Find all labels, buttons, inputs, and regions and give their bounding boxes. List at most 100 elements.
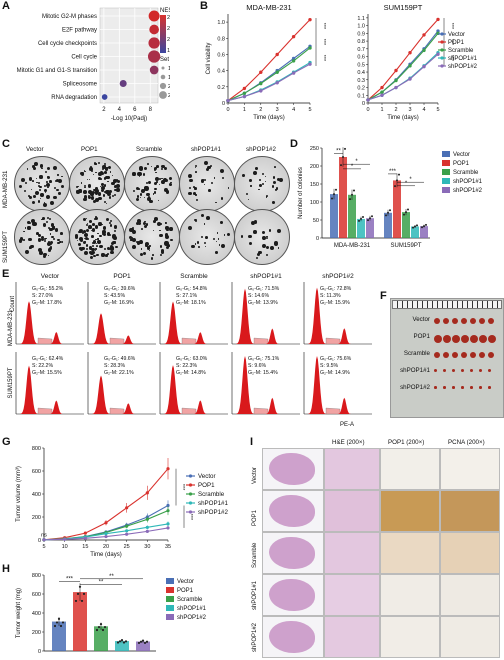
legend-marker [188,501,193,505]
colony-dot [47,248,51,252]
sig-label: * [351,164,354,170]
sig-label: ** [336,148,341,154]
colony-dot [52,165,57,170]
colony-dot [116,179,120,184]
ihc-field-image [440,616,500,658]
data-point [380,93,384,97]
colony-dot [40,193,44,197]
data-point [42,538,46,542]
colony-dot [214,251,218,254]
colony-dot [152,220,156,224]
tumor-specimen [470,318,476,324]
colony-dot [261,182,265,186]
row-label: SUM159PT [8,367,14,398]
colony-dot [258,251,262,255]
colony-dot [82,218,86,221]
colony-dot [111,181,115,186]
colony-dot [49,240,53,244]
colony-dot [33,194,36,198]
colony-dot [31,219,36,224]
colony-dot [194,170,197,173]
replicate-dot [394,185,396,188]
colony-dot [45,182,50,187]
colony-dot [277,178,281,182]
colony-dot [111,174,114,176]
colony-dot [272,176,276,179]
colony-dot [158,229,161,232]
phase-percentage: G₂-M: 15.4% [248,370,278,376]
colony-dot [47,176,51,180]
colony-dot [78,229,83,234]
x-tick-label: 4 [118,107,122,113]
colony-dot [217,238,220,240]
replicate-dot [387,211,389,214]
colony-dot [169,227,173,231]
tissue-section [269,495,315,527]
colony-dot [170,238,173,241]
replicate-dot [423,225,425,228]
colony-dot [166,228,170,232]
dish-column-label: shPOP1#1 [191,146,221,153]
data-point [166,526,170,530]
colony-dot [161,164,165,169]
data-point [308,62,312,66]
legend-label: Scramble [453,170,479,176]
colony-dot [131,244,136,249]
data-point [63,537,67,541]
colony-dot [131,226,134,230]
replicate-dot [371,215,373,218]
colony-dot [226,232,230,236]
tumor-specimen [443,386,446,389]
x-tick-label: 30 [144,544,150,550]
whole-section-image [262,532,324,574]
nes-tick: 1.8 [167,48,170,54]
tumor-row-label: POP1 [413,333,430,340]
colony-dot [145,181,149,184]
colony-dot [165,226,169,230]
data-point [166,503,170,508]
colony-dot [43,201,46,204]
chart-title: MDA-MB-231 [246,3,291,12]
colony-dot [105,254,108,257]
data-point [242,94,247,99]
colony-dot [61,241,64,243]
colony-dot [135,186,139,190]
colony-dot [36,181,38,184]
colony-dot [58,192,61,195]
replicate-dot [403,213,405,216]
colony-dot [19,236,24,241]
colony-dot [111,242,115,246]
y-axis-label: Cell viability [206,43,212,75]
cell-viability-charts: 0 0.2 0.4 0.6 0.8 1.0 0 1 2 3 4 5 MDA-MB-231 Time (da… [206,3,478,121]
phase-percentage: S: 9.5% [320,363,339,369]
y-tick-label: 0 [362,101,365,107]
colony-dish [69,209,125,265]
colony-dot [55,228,59,232]
bar [384,212,392,238]
legend-marker [188,474,193,478]
s-phase-area [253,407,269,415]
y-tick-label: 600 [32,469,41,475]
legend-swatch [442,178,450,184]
y-tick-label: 0 [38,649,41,655]
panel-i: I H&E (200×) POP1 (200×) PCNA (200×) Vector… [250,436,504,660]
colony-dot [80,248,84,252]
x-tick-label: 5 [308,107,311,113]
colony-dot [139,240,144,245]
colony-count-bar-chart: 0 50 100 150 200 250 Number of colonies MDA-MB-… [298,146,483,249]
y-tick-label: 0.8 [217,36,225,42]
tumor-specimen [470,369,473,372]
y-tick-label: 800 [32,573,41,579]
colony-dot [39,185,42,189]
legend-label: Scramble [448,48,474,54]
phase-percentage: G₀-G₁: 75.6% [320,356,352,362]
colony-dot [221,244,226,249]
colony-dot [39,175,43,179]
colony-dot [161,180,166,185]
colony-dot [108,221,112,225]
colony-dot [95,198,100,203]
colony-dot [94,215,97,218]
colony-dot [92,222,96,226]
colony-dot [37,191,39,194]
colony-dot [166,243,171,248]
